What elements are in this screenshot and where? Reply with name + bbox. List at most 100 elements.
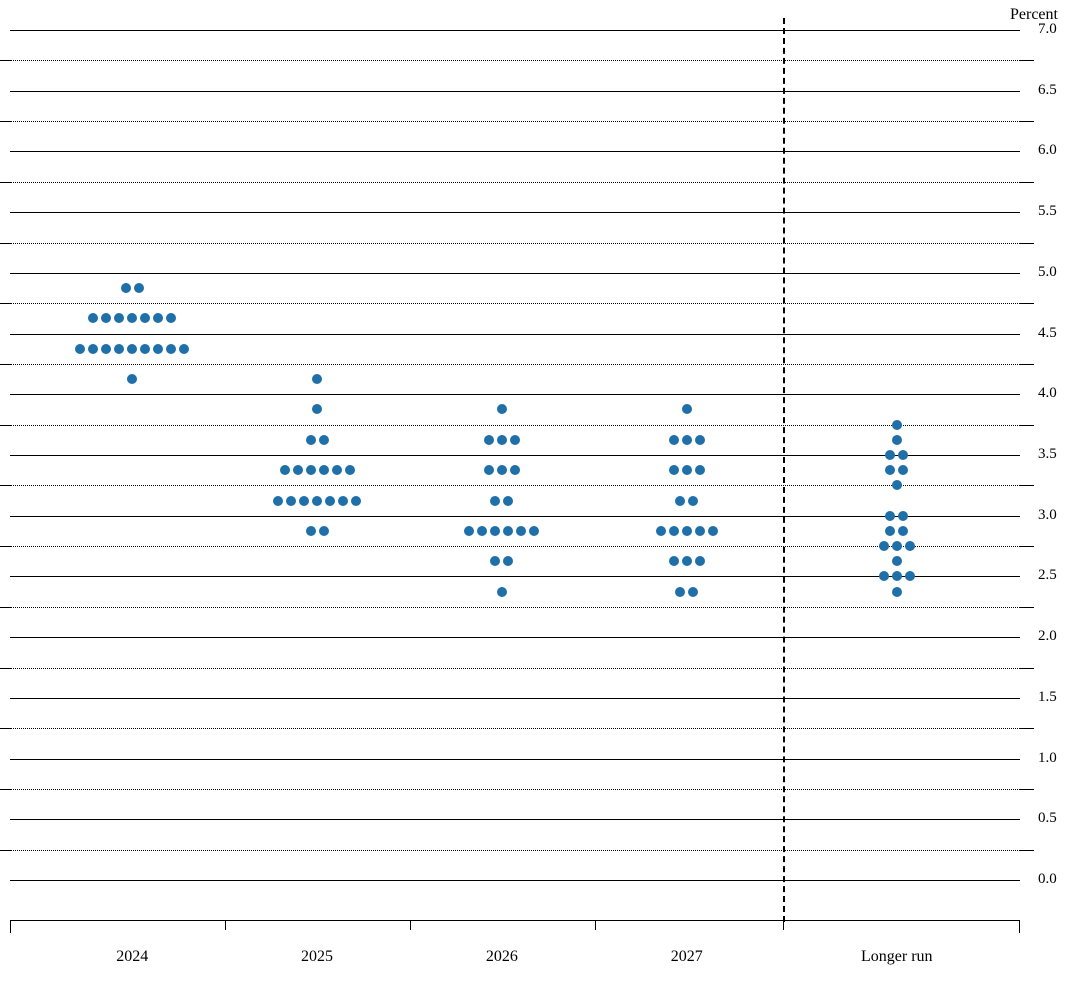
x-tick-label: 2027 xyxy=(671,948,703,966)
gridline-minor xyxy=(10,728,1020,729)
data-dot xyxy=(688,587,698,597)
data-dot xyxy=(905,541,915,551)
y-tick-label: 3.0 xyxy=(1038,507,1078,524)
data-dot xyxy=(898,526,908,536)
gridline-major xyxy=(10,30,1020,31)
data-dot xyxy=(286,496,296,506)
data-dot xyxy=(312,404,322,414)
gridline-major xyxy=(10,394,1020,395)
gridline-major xyxy=(10,819,1020,820)
y-tick-label: 4.0 xyxy=(1038,385,1078,402)
data-dot xyxy=(669,556,679,566)
gridline-minor xyxy=(10,303,1020,304)
plot-area: 0.00.51.01.52.02.53.03.54.04.55.05.56.06… xyxy=(10,30,1020,880)
gridline-major xyxy=(10,273,1020,274)
gridline-minor xyxy=(10,60,1020,61)
data-dot xyxy=(892,420,902,430)
data-dot xyxy=(688,496,698,506)
data-dot xyxy=(898,450,908,460)
data-dot xyxy=(497,465,507,475)
y-tick-label: 0.0 xyxy=(1038,871,1078,888)
x-tick-label: 2026 xyxy=(486,948,518,966)
data-dot xyxy=(127,374,137,384)
data-dot xyxy=(885,450,895,460)
data-dot xyxy=(682,404,692,414)
y-tick-label: 0.5 xyxy=(1038,810,1078,827)
data-dot xyxy=(140,344,150,354)
dot-plot-chart: Percent 0.00.51.01.52.02.53.03.54.04.55.… xyxy=(0,0,1080,990)
gridline-minor xyxy=(10,243,1020,244)
data-dot xyxy=(669,435,679,445)
data-dot xyxy=(332,465,342,475)
gridline-major xyxy=(10,151,1020,152)
data-dot xyxy=(338,496,348,506)
gridline-minor xyxy=(10,364,1020,365)
data-dot xyxy=(306,465,316,475)
gridline-major xyxy=(10,759,1020,760)
data-dot xyxy=(280,465,290,475)
data-dot xyxy=(140,313,150,323)
x-axis xyxy=(10,920,1020,921)
data-dot xyxy=(127,313,137,323)
data-dot xyxy=(75,344,85,354)
data-dot xyxy=(464,526,474,536)
x-tick-label: Longer run xyxy=(861,948,933,966)
gridline-major xyxy=(10,212,1020,213)
data-dot xyxy=(675,587,685,597)
data-dot xyxy=(879,571,889,581)
gridline-minor xyxy=(10,850,1020,851)
data-dot xyxy=(695,556,705,566)
data-dot xyxy=(484,435,494,445)
data-dot xyxy=(121,283,131,293)
data-dot xyxy=(88,313,98,323)
y-tick-label: 1.0 xyxy=(1038,750,1078,767)
longer-run-separator xyxy=(783,18,785,922)
data-dot xyxy=(101,344,111,354)
gridline-minor xyxy=(10,121,1020,122)
gridline-minor xyxy=(10,546,1020,547)
data-dot xyxy=(88,344,98,354)
data-dot xyxy=(134,283,144,293)
data-dot xyxy=(497,435,507,445)
data-dot xyxy=(892,571,902,581)
data-dot xyxy=(166,313,176,323)
data-dot xyxy=(708,526,718,536)
data-dot xyxy=(695,465,705,475)
gridline-minor xyxy=(10,425,1020,426)
y-tick-label: 4.5 xyxy=(1038,325,1078,342)
data-dot xyxy=(892,556,902,566)
data-dot xyxy=(682,435,692,445)
y-tick-label: 5.5 xyxy=(1038,203,1078,220)
data-dot xyxy=(490,496,500,506)
gridline-minor xyxy=(10,607,1020,608)
data-dot xyxy=(179,344,189,354)
y-tick-label: 5.0 xyxy=(1038,264,1078,281)
data-dot xyxy=(319,526,329,536)
data-dot xyxy=(127,344,137,354)
data-dot xyxy=(497,404,507,414)
y-tick-label: 2.5 xyxy=(1038,567,1078,584)
data-dot xyxy=(516,526,526,536)
gridline-major xyxy=(10,698,1020,699)
data-dot xyxy=(503,556,513,566)
data-dot xyxy=(695,435,705,445)
gridline-major xyxy=(10,91,1020,92)
data-dot xyxy=(153,313,163,323)
data-dot xyxy=(510,465,520,475)
data-dot xyxy=(497,587,507,597)
y-tick-label: 7.0 xyxy=(1038,21,1078,38)
data-dot xyxy=(490,556,500,566)
y-tick-label: 2.0 xyxy=(1038,628,1078,645)
data-dot xyxy=(101,313,111,323)
data-dot xyxy=(892,587,902,597)
gridline-major xyxy=(10,334,1020,335)
gridline-major xyxy=(10,880,1020,881)
data-dot xyxy=(319,465,329,475)
data-dot xyxy=(892,480,902,490)
data-dot xyxy=(892,541,902,551)
data-dot xyxy=(477,526,487,536)
y-tick-label: 6.0 xyxy=(1038,142,1078,159)
x-tick xyxy=(595,920,596,930)
data-dot xyxy=(153,344,163,354)
data-dot xyxy=(503,496,513,506)
